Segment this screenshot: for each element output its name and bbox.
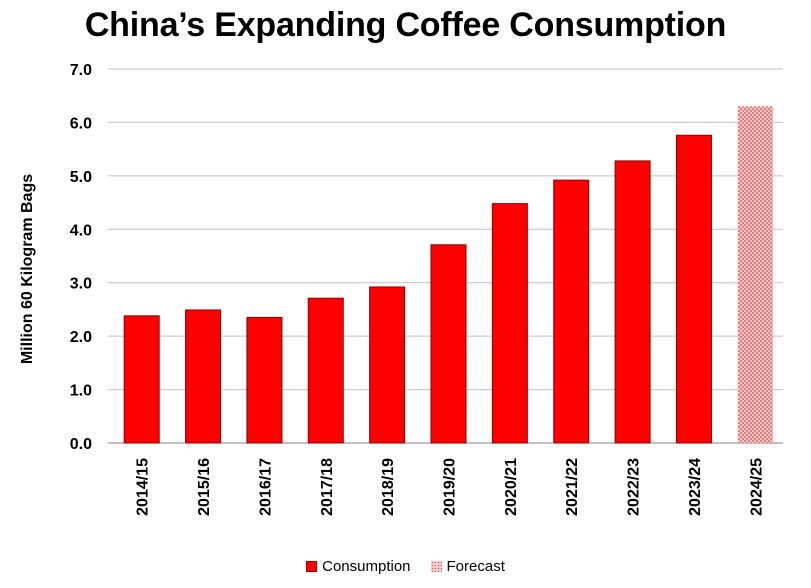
consumption-bar: [491, 203, 528, 444]
x-tick-label: 2015/16: [196, 458, 213, 516]
consumption-bar: [369, 286, 406, 444]
x-tick-label: 2021/22: [564, 458, 581, 516]
consumption-bar: [246, 316, 283, 444]
legend-label-forecast: Forecast: [446, 557, 505, 575]
consumption-swatch: [306, 560, 318, 572]
y-tick-label: 5.0: [70, 169, 92, 186]
consumption-bar: [675, 134, 712, 444]
consumption-bar: [614, 160, 651, 444]
y-tick-label: 1.0: [70, 383, 92, 400]
consumption-bar: [185, 309, 222, 444]
legend-label-consumption: Consumption: [322, 557, 411, 575]
legend: Consumption Forecast: [0, 556, 811, 576]
x-tick-label: 2024/25: [748, 458, 765, 516]
y-tick-label: 4.0: [70, 222, 92, 239]
y-tick-label: 3.0: [70, 276, 92, 293]
legend-item-consumption: Consumption: [306, 557, 411, 575]
x-tick-label: 2018/19: [380, 458, 397, 516]
x-tick-label: 2023/24: [687, 458, 704, 516]
x-tick-label: 2017/18: [319, 458, 336, 516]
y-tick-label: 2.0: [70, 329, 92, 346]
x-tick-label: 2020/21: [503, 458, 520, 516]
y-tick-label: 0.0: [70, 436, 92, 453]
consumption-bar: [553, 179, 590, 444]
y-tick-label: 6.0: [70, 115, 92, 132]
x-tick-label: 2014/15: [135, 458, 152, 516]
consumption-bar: [430, 244, 467, 444]
chart-title: China’s Expanding Coffee Consumption: [84, 6, 727, 44]
x-tick-label: 2022/23: [626, 458, 643, 516]
consumption-bar: [307, 297, 344, 444]
forecast-bar: [737, 106, 773, 444]
x-tick-label: 2019/20: [442, 458, 459, 516]
x-tick-label: 2016/17: [257, 458, 274, 516]
consumption-bar: [123, 315, 160, 444]
y-tick-label: 7.0: [70, 62, 92, 79]
legend-item-forecast: Forecast: [430, 557, 505, 575]
forecast-swatch: [430, 560, 442, 572]
